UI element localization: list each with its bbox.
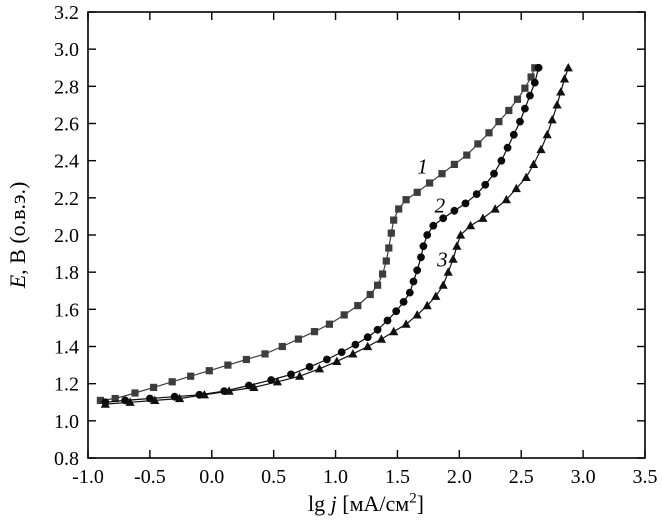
svg-text:1.0: 1.0: [323, 466, 348, 488]
svg-text:3.5: 3.5: [633, 466, 658, 488]
svg-text:1.8: 1.8: [54, 262, 79, 284]
y-axis-label-variable: E: [5, 274, 30, 289]
x-axis-label-exponent: 2: [409, 490, 417, 507]
y-axis-label: E, В (о.в.э.): [5, 182, 31, 289]
x-axis-label-lg: lg: [308, 491, 331, 516]
svg-text:1.4: 1.4: [54, 337, 79, 359]
svg-text:2.0: 2.0: [54, 225, 79, 247]
svg-text:2.0: 2.0: [447, 466, 472, 488]
svg-text:3.0: 3.0: [571, 466, 596, 488]
x-axis-label-bracket-close: ]: [416, 491, 424, 516]
svg-text:2.6: 2.6: [54, 114, 79, 136]
svg-text:1.2: 1.2: [54, 374, 79, 396]
svg-text:3: 3: [436, 248, 448, 272]
svg-text:2.8: 2.8: [54, 76, 79, 98]
y-axis-label-units: , В (о.в.э.): [5, 181, 30, 275]
svg-text:-1.0: -1.0: [72, 466, 104, 488]
svg-text:3.0: 3.0: [54, 39, 79, 61]
svg-text:2.2: 2.2: [54, 188, 79, 210]
svg-text:2.4: 2.4: [54, 151, 79, 173]
svg-text:-0.5: -0.5: [134, 466, 166, 488]
svg-text:0.8: 0.8: [54, 448, 79, 470]
svg-text:3.2: 3.2: [54, 2, 79, 24]
x-axis-label-unit: мА/см: [349, 491, 410, 516]
svg-text:1.0: 1.0: [54, 411, 79, 433]
x-axis-label-bracket-open: [: [336, 491, 350, 516]
svg-text:2.5: 2.5: [509, 466, 534, 488]
svg-text:0.0: 0.0: [199, 466, 224, 488]
x-axis-label: lg j [мА/см2]: [308, 491, 424, 517]
x-axis-label-variable: j: [330, 491, 337, 516]
svg-text:1.6: 1.6: [54, 299, 79, 321]
svg-text:1: 1: [417, 155, 428, 179]
svg-text:1.5: 1.5: [385, 466, 410, 488]
svg-text:2: 2: [435, 194, 446, 218]
svg-text:0.5: 0.5: [261, 466, 286, 488]
